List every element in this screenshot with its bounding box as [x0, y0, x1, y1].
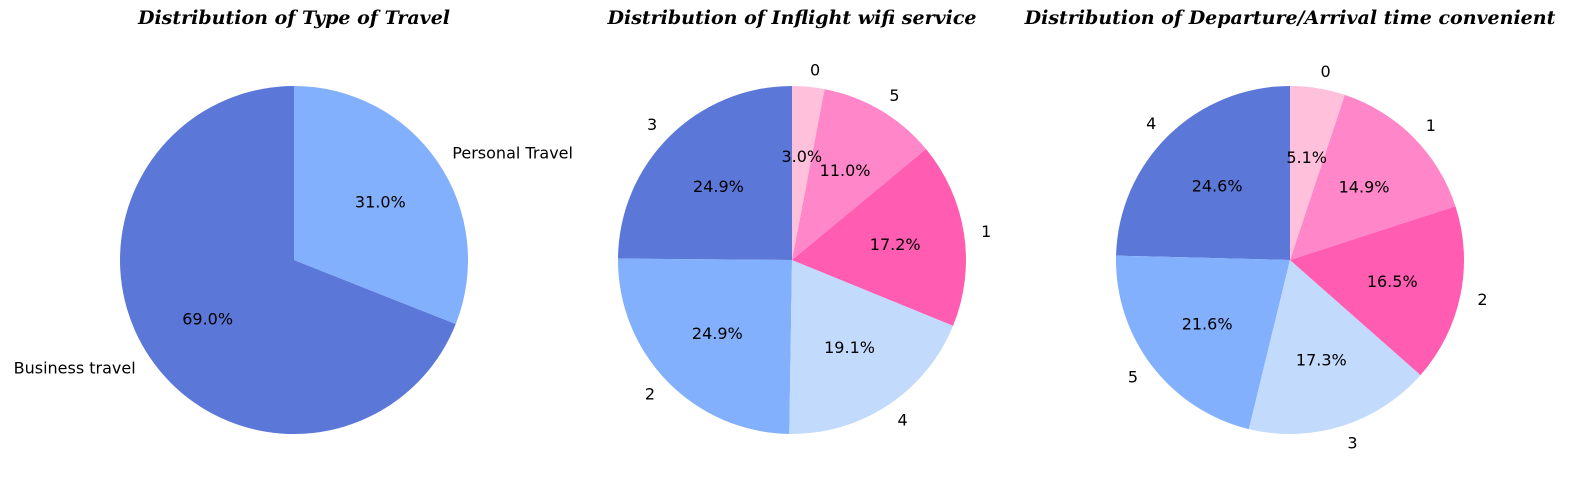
pie-chart-2: Distribution of Inflight wifi service324… [607, 7, 991, 434]
pie-chart-1: Distribution of Type of Travel Business t… [14, 7, 573, 434]
slice-label: 4 [1146, 114, 1156, 133]
pie-slice [792, 89, 926, 260]
slice-label: 2 [645, 385, 655, 404]
pie-slice [294, 86, 469, 325]
slice-percent-label: 24.9% [693, 177, 744, 196]
chart-title: Distribution of Type of Travel [137, 7, 450, 29]
pie-slice [119, 86, 456, 434]
slice-percent-label: 24.6% [1192, 176, 1243, 195]
slice-label: 5 [889, 86, 899, 105]
pie-slice [792, 148, 966, 326]
slice-percent-label: 17.2% [870, 235, 921, 254]
slice-label: Personal Travel [452, 143, 573, 162]
slice-percent-label: 17.3% [1296, 351, 1347, 370]
slice-label: 3 [1347, 434, 1357, 453]
pie-slice [618, 258, 792, 434]
slice-label: 1 [1426, 116, 1436, 135]
pie-slice [789, 260, 954, 434]
slice-label: 5 [1128, 367, 1138, 386]
pie-slice [792, 86, 825, 260]
slice-percent-label: 24.9% [692, 324, 743, 343]
slice-percent-label: 69.0% [182, 310, 233, 329]
slice-percent-label: 11.0% [820, 161, 871, 180]
pie-slice [618, 86, 792, 260]
slice-percent-label: 16.5% [1367, 272, 1418, 291]
slice-percent-label: 5.1% [1286, 148, 1327, 167]
pie-slice [1290, 94, 1456, 260]
slice-label: 1 [981, 222, 991, 241]
pie-slice [1290, 86, 1345, 260]
slice-percent-label: 19.1% [824, 338, 875, 357]
slice-label: 0 [1321, 62, 1331, 81]
chart-title: Distribution of Departure/Arrival time c… [1024, 7, 1556, 29]
slice-label: 0 [810, 60, 820, 79]
chart-title: Distribution of Inflight wifi service [607, 7, 977, 29]
slice-label: 3 [647, 115, 657, 134]
slice-percent-label: 3.0% [781, 147, 822, 166]
slice-percent-label: 14.9% [1339, 177, 1390, 196]
pie-chart-3: Distribution of Departure/Arrival time c… [1024, 7, 1556, 453]
pie-slice [1116, 255, 1290, 430]
slice-label: Business travel [14, 359, 136, 378]
pie-slice [1116, 86, 1290, 260]
slice-percent-label: 31.0% [355, 192, 406, 211]
slice-label: 4 [897, 411, 907, 430]
pie-slice [1290, 206, 1465, 376]
pie-slice [1248, 260, 1421, 435]
slice-label: 2 [1477, 290, 1487, 309]
slice-percent-label: 21.6% [1182, 314, 1233, 333]
